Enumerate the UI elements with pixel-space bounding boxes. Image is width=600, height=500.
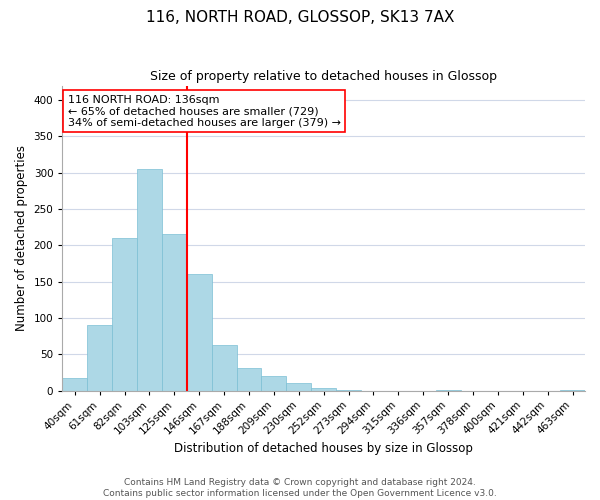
Bar	[311, 388, 336, 390]
Bar	[187, 274, 212, 390]
Bar	[62, 378, 87, 390]
Text: Contains HM Land Registry data © Crown copyright and database right 2024.
Contai: Contains HM Land Registry data © Crown c…	[103, 478, 497, 498]
Text: 116 NORTH ROAD: 136sqm
← 65% of detached houses are smaller (729)
34% of semi-de: 116 NORTH ROAD: 136sqm ← 65% of detached…	[68, 94, 341, 128]
Title: Size of property relative to detached houses in Glossop: Size of property relative to detached ho…	[150, 70, 497, 83]
Bar	[137, 169, 162, 390]
X-axis label: Distribution of detached houses by size in Glossop: Distribution of detached houses by size …	[174, 442, 473, 455]
Bar	[162, 234, 187, 390]
Text: 116, NORTH ROAD, GLOSSOP, SK13 7AX: 116, NORTH ROAD, GLOSSOP, SK13 7AX	[146, 10, 454, 25]
Bar	[236, 368, 262, 390]
Bar	[87, 325, 112, 390]
Bar	[112, 238, 137, 390]
Bar	[262, 376, 286, 390]
Bar	[286, 384, 311, 390]
Bar	[212, 345, 236, 391]
Y-axis label: Number of detached properties: Number of detached properties	[15, 145, 28, 331]
